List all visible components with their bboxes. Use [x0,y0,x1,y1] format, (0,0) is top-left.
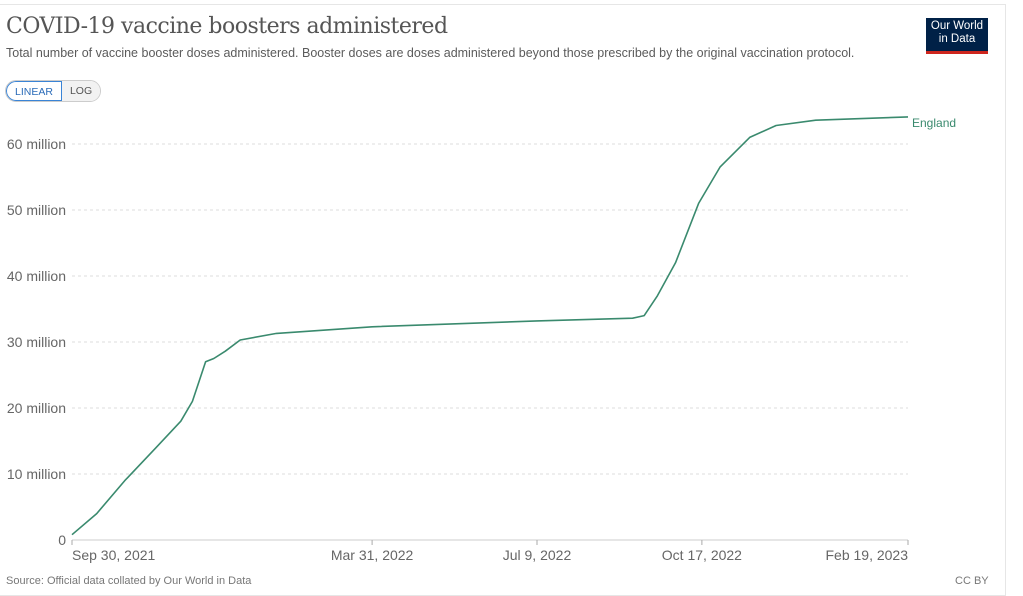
y-tick-label: 40 million [7,268,66,284]
owid-logo[interactable]: Our World in Data [926,18,988,54]
y-tick-label: 20 million [7,400,66,416]
x-tick-label: Jul 9, 2022 [503,547,572,563]
y-tick-label: 60 million [7,136,66,152]
chart-frame [0,4,1006,596]
logo-line2: in Data [938,33,976,45]
line-chart: 0 10 million 20 million 30 million 40 millio… [7,116,956,563]
scale-toggle: LINEAR LOG [5,80,102,102]
series-label: England [912,116,956,130]
log-button[interactable]: LOG [61,81,101,101]
x-tick-label: Feb 19, 2023 [825,547,908,563]
x-tick-label: Oct 17, 2022 [662,547,742,563]
source-note: Source: Official data collated by Our Wo… [6,575,252,587]
y-tick-label: 30 million [7,334,66,350]
logo-line1: Our World [930,20,984,32]
chart-subtitle: Total number of vaccine booster doses ad… [6,46,855,60]
x-tick-label: Mar 31, 2022 [331,547,414,563]
x-tick-label: Sep 30, 2021 [72,547,156,563]
linear-button[interactable]: LINEAR [6,81,62,101]
chart-title: COVID-19 vaccine boosters administered [6,14,448,39]
series-line-england [71,116,909,536]
y-tick-label: 10 million [7,466,66,482]
y-tick-label: 50 million [7,202,66,218]
license-link[interactable]: CC BY [955,575,989,587]
y-tick-label: 0 [58,532,66,548]
